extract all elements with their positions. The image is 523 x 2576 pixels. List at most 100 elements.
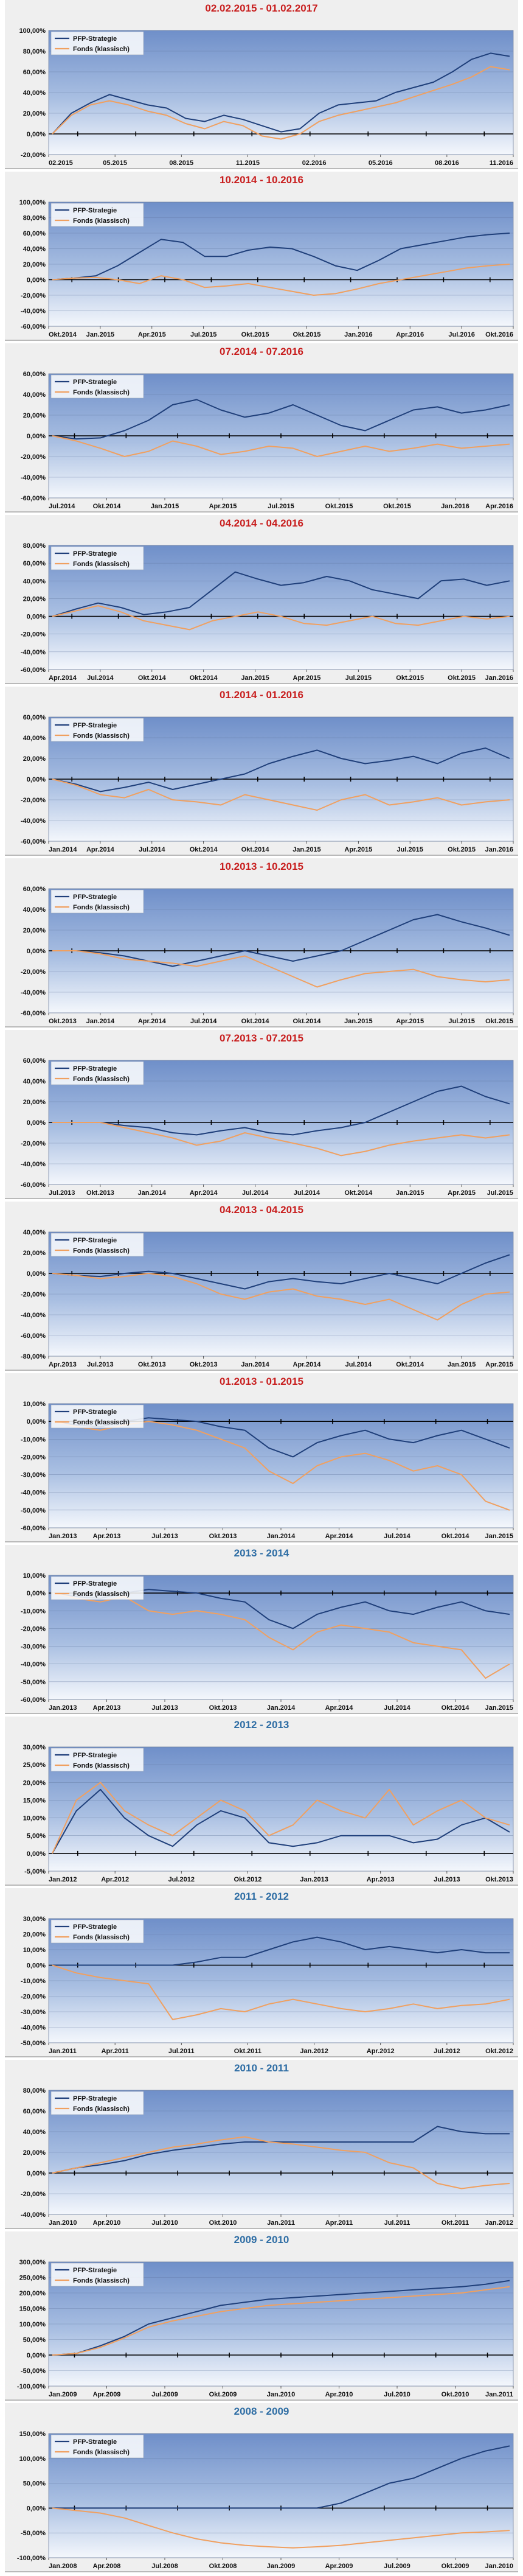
y-tick-label: 80,00%	[23, 48, 46, 55]
y-tick-label: 10,00%	[23, 1947, 46, 1954]
legend: PFP-Strategie Fonds (klassisch)	[50, 718, 144, 742]
y-tick-label: 30,00%	[23, 1744, 46, 1751]
legend-label-strategy: PFP-Strategie	[73, 1237, 117, 1244]
legend-label-strategy: PFP-Strategie	[73, 2267, 117, 2274]
y-tick-label: 80,00%	[23, 542, 46, 550]
line-chart: 100,00% 80,00% 60,00% 40,00% 20,00% 0,00% -20,…	[19, 27, 514, 167]
y-tick-label: -5,00%	[24, 1868, 46, 1875]
x-tick-label: Jul.2015	[190, 331, 216, 338]
y-tick-label: -20,00%	[21, 152, 46, 159]
y-tick-label: 0,00%	[27, 433, 46, 440]
x-tick-label: Okt.2014	[344, 1189, 373, 1197]
y-tick-label: 50,00%	[23, 2480, 46, 2488]
y-tick-label: 150,00%	[19, 2431, 46, 2438]
y-tick-label: 5,00%	[27, 1833, 46, 1840]
x-tick-label: Jan.2012	[300, 2048, 328, 2055]
legend-label-strategy: PFP-Strategie	[73, 1409, 117, 1416]
y-tick-label: 40,00%	[23, 246, 46, 253]
chart-title: 2008 - 2009	[234, 2406, 289, 2417]
y-tick-label: 10,00%	[23, 1572, 46, 1580]
x-tick-label: Jul.2013	[49, 1189, 75, 1197]
legend-label-strategy: PFP-Strategie	[73, 1065, 117, 1073]
y-tick-label: -50,00%	[21, 1507, 46, 1514]
y-tick-label: -40,00%	[21, 1489, 46, 1497]
y-tick-label: -20,00%	[21, 1291, 46, 1298]
x-tick-label: Apr.2014	[325, 1533, 354, 1540]
x-tick-label: 11.2015	[236, 159, 260, 167]
y-tick-label: -40,00%	[21, 1312, 46, 1319]
y-tick-label: 20,00%	[23, 755, 46, 763]
x-tick-label: 02.2015	[49, 159, 73, 167]
x-tick-label: Jul.2014	[345, 1361, 372, 1368]
x-tick-label: Apr.2014	[190, 1189, 218, 1197]
x-tick-label: Okt.2013	[209, 1704, 237, 1712]
x-tick-label: Apr.2010	[325, 2391, 353, 2398]
y-tick-label: 10,00%	[23, 1815, 46, 1822]
y-tick-label: -40,00%	[21, 817, 46, 825]
x-tick-label: Apr.2014	[293, 1361, 322, 1368]
legend: PFP-Strategie Fonds (klassisch)	[50, 1404, 144, 1429]
strategy-series-line	[52, 2126, 510, 2174]
y-tick-label: -20,00%	[21, 2191, 46, 2198]
y-tick-label: 10,00%	[23, 1401, 46, 1408]
chart-title: 2012 - 2013	[234, 1719, 289, 1731]
chart-panel: 07.2013 - 07.2015 60,00% 40,00% 20,00% 0,00%…	[5, 1030, 518, 1199]
y-tick-label: 0,00%	[27, 1270, 46, 1278]
chart-panel: 2013 - 2014 10,00% 0,00% -10,00% -20,00% -30,…	[5, 1545, 518, 1714]
x-tick-label: Jul.2014	[139, 846, 165, 853]
line-chart: 80,00% 60,00% 40,00% 20,00% 0,00% -20,00% -40,…	[21, 542, 514, 682]
x-tick-label: Okt.2013	[209, 1533, 237, 1540]
y-tick-label: 80,00%	[23, 2087, 46, 2095]
x-tick-label: Apr.2015	[485, 1361, 513, 1368]
y-tick-label: 60,00%	[23, 714, 46, 721]
y-tick-label: 0,00%	[27, 948, 46, 955]
fund-series-line	[52, 66, 510, 140]
chart-title: 10.2013 - 10.2015	[219, 861, 303, 872]
strategy-series-line	[52, 1788, 510, 1854]
legend-label-fund: Fonds (klassisch)	[73, 1591, 130, 1598]
x-tick-label: Apr.2015	[448, 1189, 476, 1197]
x-tick-label: Okt.2009	[442, 2563, 469, 2570]
x-tick-label: Jul.2009	[384, 2563, 410, 2570]
x-tick-label: Apr.2013	[367, 1876, 395, 1883]
x-tick-label: Okt.2013	[86, 1189, 114, 1197]
chart-panel: 2012 - 2013 30,00% 25,00% 20,00% 15,00% 10,00…	[5, 1717, 518, 1886]
y-tick-label: 60,00%	[23, 371, 46, 378]
legend: PFP-Strategie Fonds (klassisch)	[50, 1233, 144, 1257]
x-tick-label: Okt.2013	[190, 1361, 218, 1368]
x-tick-label: Jan.2014	[267, 1533, 296, 1540]
legend-label-fund: Fonds (klassisch)	[73, 2105, 130, 2113]
line-chart: 60,00% 40,00% 20,00% 0,00% -20,00% -40,00% -60…	[21, 371, 514, 510]
legend-label-strategy: PFP-Strategie	[73, 2095, 117, 2102]
y-tick-label: -20,00%	[21, 968, 46, 976]
legend: PFP-Strategie Fonds (klassisch)	[50, 2263, 144, 2287]
legend-label-fund: Fonds (klassisch)	[73, 389, 130, 396]
line-chart: 10,00% 0,00% -10,00% -20,00% -30,00% -40,00% -…	[21, 1572, 514, 1712]
x-tick-label: Apr.2013	[93, 1704, 121, 1712]
y-tick-label: 100,00%	[19, 2455, 46, 2463]
x-tick-label: Apr.2015	[396, 1018, 424, 1025]
x-tick-label: Apr.2015	[209, 503, 237, 510]
x-tick-label: Okt.2015	[448, 674, 476, 682]
x-tick-label: Apr.2011	[325, 2219, 353, 2227]
y-tick-label: 60,00%	[23, 230, 46, 237]
y-tick-label: -20,00%	[21, 1140, 46, 1147]
fund-series-line	[52, 1122, 510, 1157]
x-tick-label: Jan.2015	[86, 331, 114, 338]
y-tick-label: -60,00%	[21, 1181, 46, 1189]
x-tick-label: Okt.2011	[442, 2219, 469, 2227]
strategy-series-line	[52, 914, 510, 967]
y-tick-label: 80,00%	[23, 215, 46, 222]
x-tick-label: Jan.2013	[300, 1876, 328, 1883]
y-tick-label: -100,00%	[17, 2383, 46, 2390]
legend-label-strategy: PFP-Strategie	[73, 1923, 117, 1931]
y-tick-label: -60,00%	[21, 1696, 46, 1704]
chart-panel: 04.2014 - 04.2016 80,00% 60,00% 40,00% 20,00…	[5, 515, 518, 684]
legend-label-fund: Fonds (klassisch)	[73, 1762, 130, 1769]
line-chart: 100,00% 80,00% 60,00% 40,00% 20,00% 0,00% -20,…	[19, 199, 514, 338]
x-tick-label: Jul.2012	[168, 1876, 195, 1883]
legend-label-fund: Fonds (klassisch)	[73, 1419, 130, 1426]
x-tick-label: Apr.2015	[138, 331, 166, 338]
y-tick-label: 40,00%	[23, 2129, 46, 2136]
y-tick-label: -20,00%	[21, 1454, 46, 1461]
